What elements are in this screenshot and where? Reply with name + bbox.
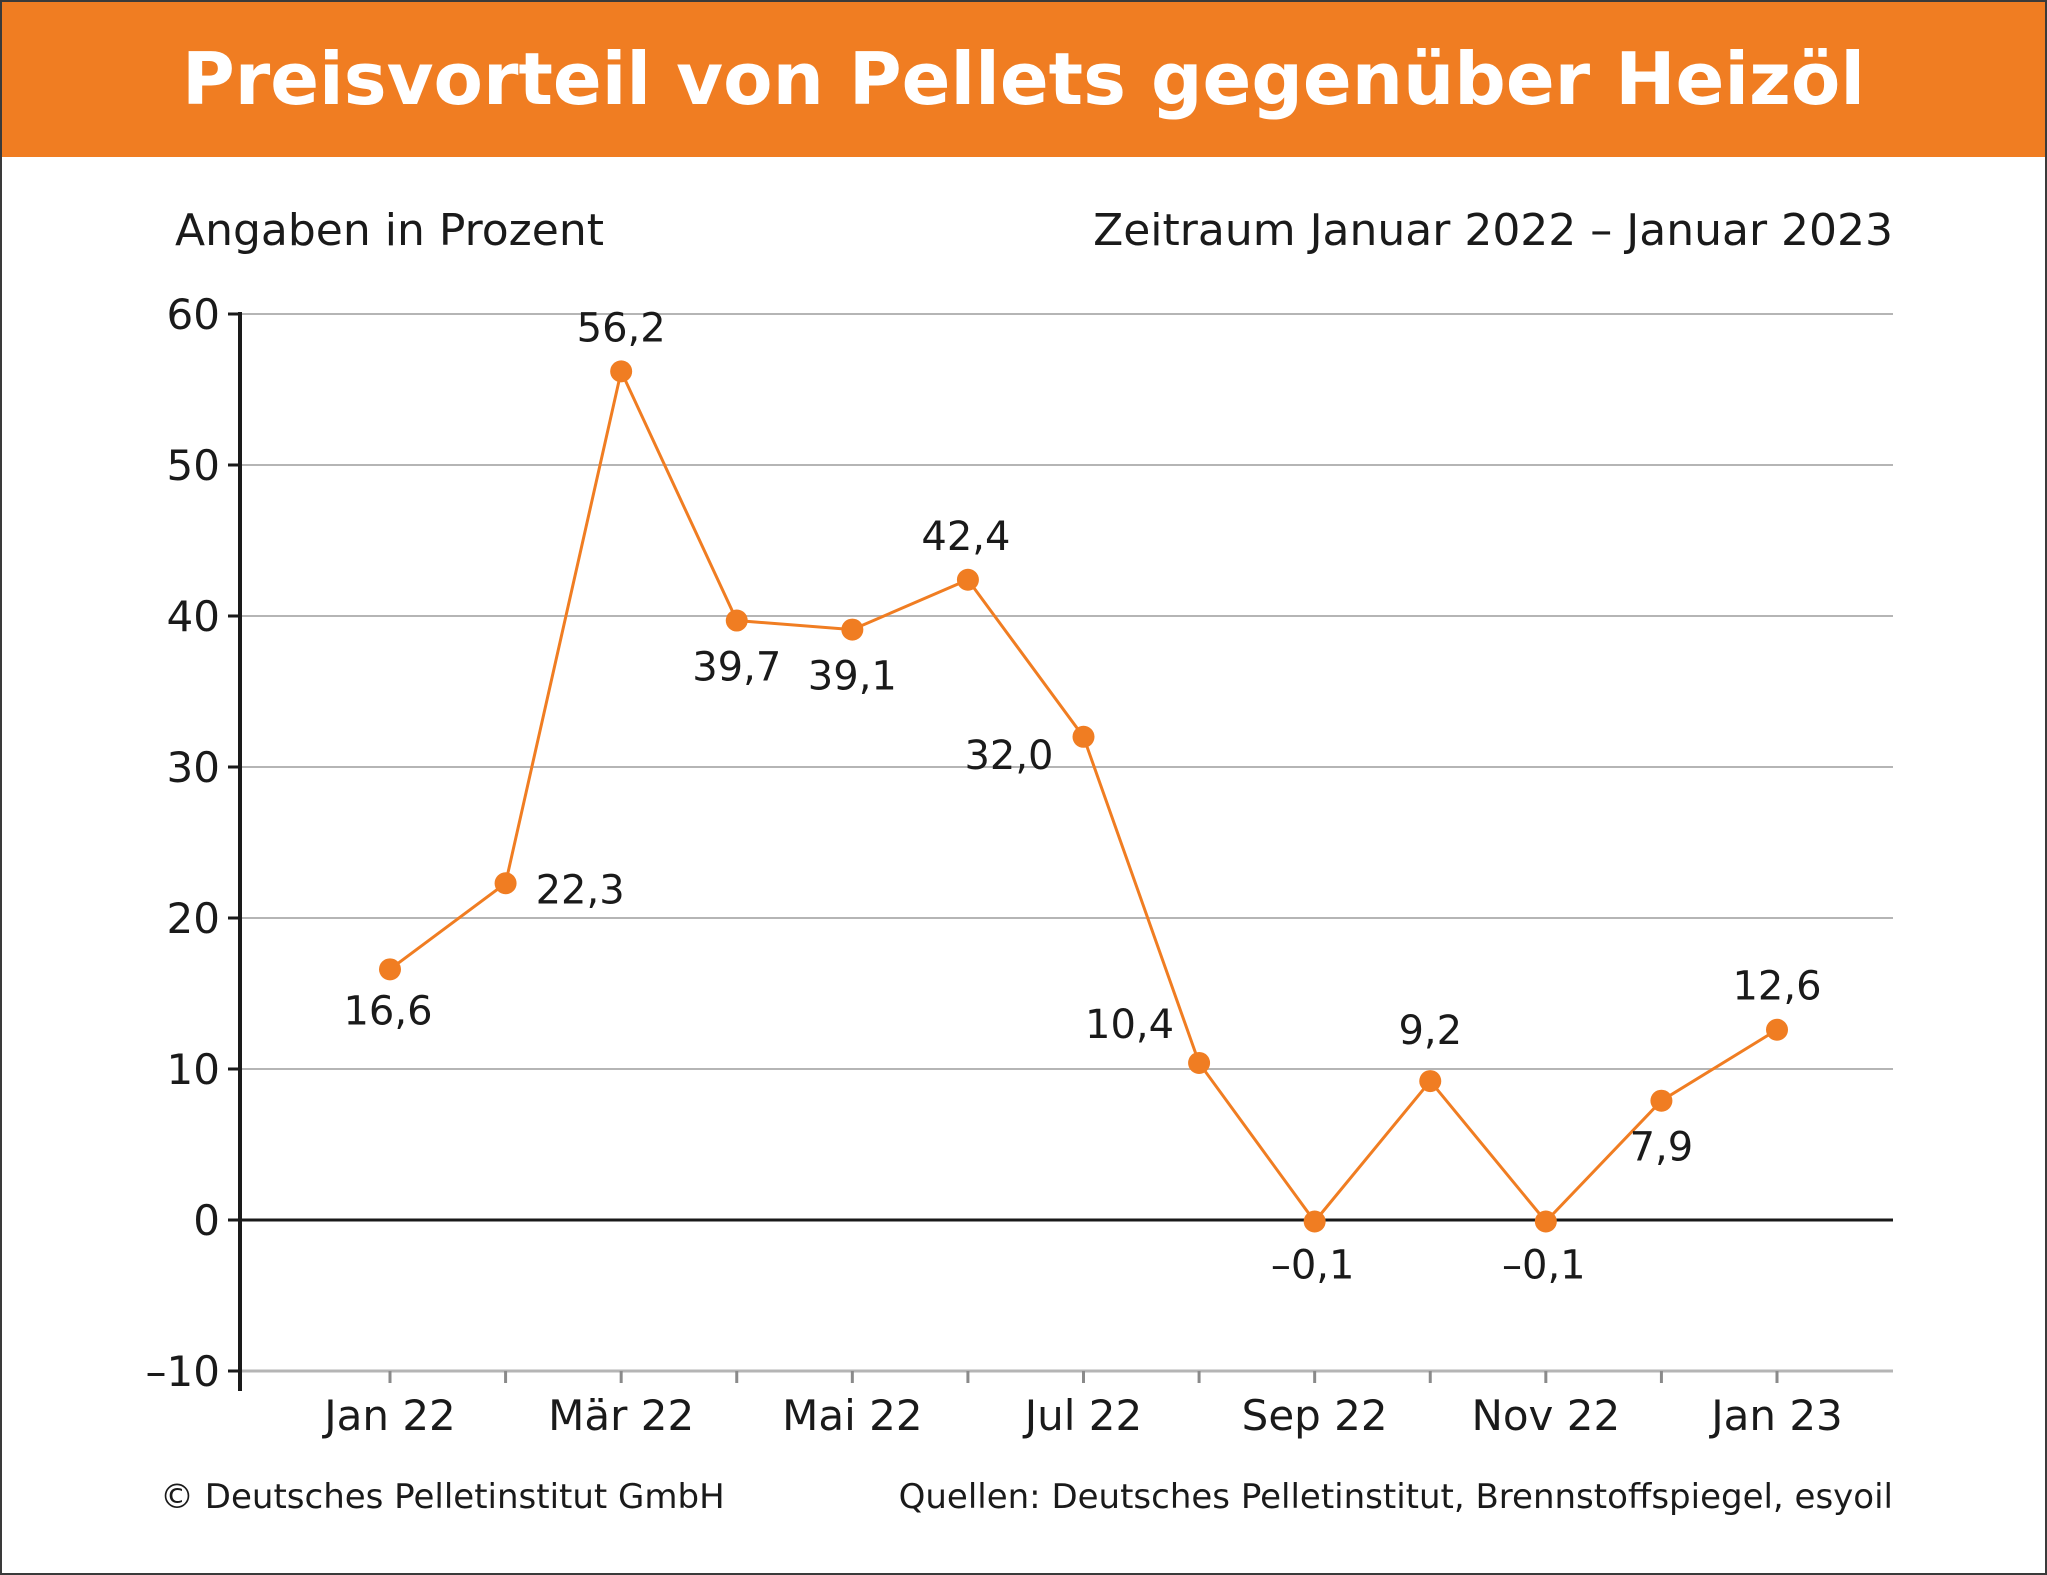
data-label: 32,0: [964, 733, 1053, 779]
y-tick-label: 0: [193, 1196, 220, 1245]
data-label: 16,6: [343, 988, 432, 1034]
data-label: 7,9: [1630, 1125, 1694, 1171]
data-label: 39,1: [808, 654, 897, 700]
axes: [238, 312, 1893, 1391]
data-point: [1650, 1089, 1673, 1112]
y-tick-label: 20: [167, 894, 220, 943]
data-point: [1534, 1210, 1557, 1233]
y-tick-label: 10: [167, 1045, 220, 1094]
x-tick-label: Mai 22: [782, 1391, 922, 1440]
data-point: [956, 568, 979, 591]
y-tick-label: 50: [167, 441, 220, 490]
data-label: 10,4: [1085, 1002, 1174, 1048]
y-tick-label: 40: [167, 592, 220, 641]
y-tick-label: 30: [167, 743, 220, 792]
data-point: [1766, 1018, 1788, 1041]
x-tick-label: Mär 22: [548, 1391, 694, 1440]
y-tick-label: –10: [146, 1347, 220, 1396]
data-label: 39,7: [692, 645, 781, 691]
copyright-note: © Deutsches Pelletinstitut GmbH: [160, 1477, 725, 1517]
x-tick-label: Sep 22: [1242, 1391, 1388, 1440]
data-point: [1072, 725, 1095, 748]
data-point: [1303, 1210, 1326, 1233]
data-point: [841, 618, 864, 641]
data-labels: 16,6 22,3 56,2 39,7 39,1 42,4 32,0 10,4 –0,1 9,2 –…: [343, 305, 1821, 1288]
data-label: –0,1: [1271, 1243, 1355, 1289]
data-point: [1419, 1070, 1442, 1093]
data-label: 56,2: [577, 305, 666, 351]
chart-title: Preisvorteil von Pellets gegenüber Heizö…: [181, 37, 1866, 121]
data-label: –0,1: [1502, 1243, 1586, 1289]
sources-note: Quellen: Deutsches Pelletinstitut, Brenn…: [898, 1477, 1893, 1517]
y-axis-ticks: 60 50 40 30 20 10 0 –10: [146, 290, 240, 1396]
data-point: [725, 609, 748, 632]
x-tick-label: Nov 22: [1471, 1391, 1620, 1440]
unit-label: Angaben in Prozent: [175, 205, 604, 256]
x-tick-label: Jul 22: [1022, 1391, 1142, 1440]
x-axis-ticks: Jan 22 Mär 22 Mai 22 Jul 22 Sep 22 Nov 22 Jan …: [321, 1371, 1843, 1440]
data-point: [494, 872, 517, 895]
series-group: [379, 360, 1788, 1233]
period-label: Zeitraum Januar 2022 – Januar 2023: [1093, 205, 1893, 256]
data-label: 12,6: [1732, 964, 1821, 1010]
data-label: 22,3: [536, 867, 625, 913]
data-label: 9,2: [1398, 1008, 1462, 1054]
grid-lines: [240, 313, 1893, 1070]
data-point: [610, 360, 633, 383]
x-tick-label: Jan 22: [321, 1391, 456, 1440]
series-line: [389, 366, 1778, 1224]
data-point: [379, 958, 401, 981]
data-label: 42,4: [921, 514, 1010, 560]
title-banner: Preisvorteil von Pellets gegenüber Heizö…: [2, 2, 2045, 157]
x-tick-label: Jan 23: [1708, 1391, 1843, 1440]
y-tick-label: 60: [167, 290, 220, 339]
data-point: [1188, 1051, 1211, 1074]
